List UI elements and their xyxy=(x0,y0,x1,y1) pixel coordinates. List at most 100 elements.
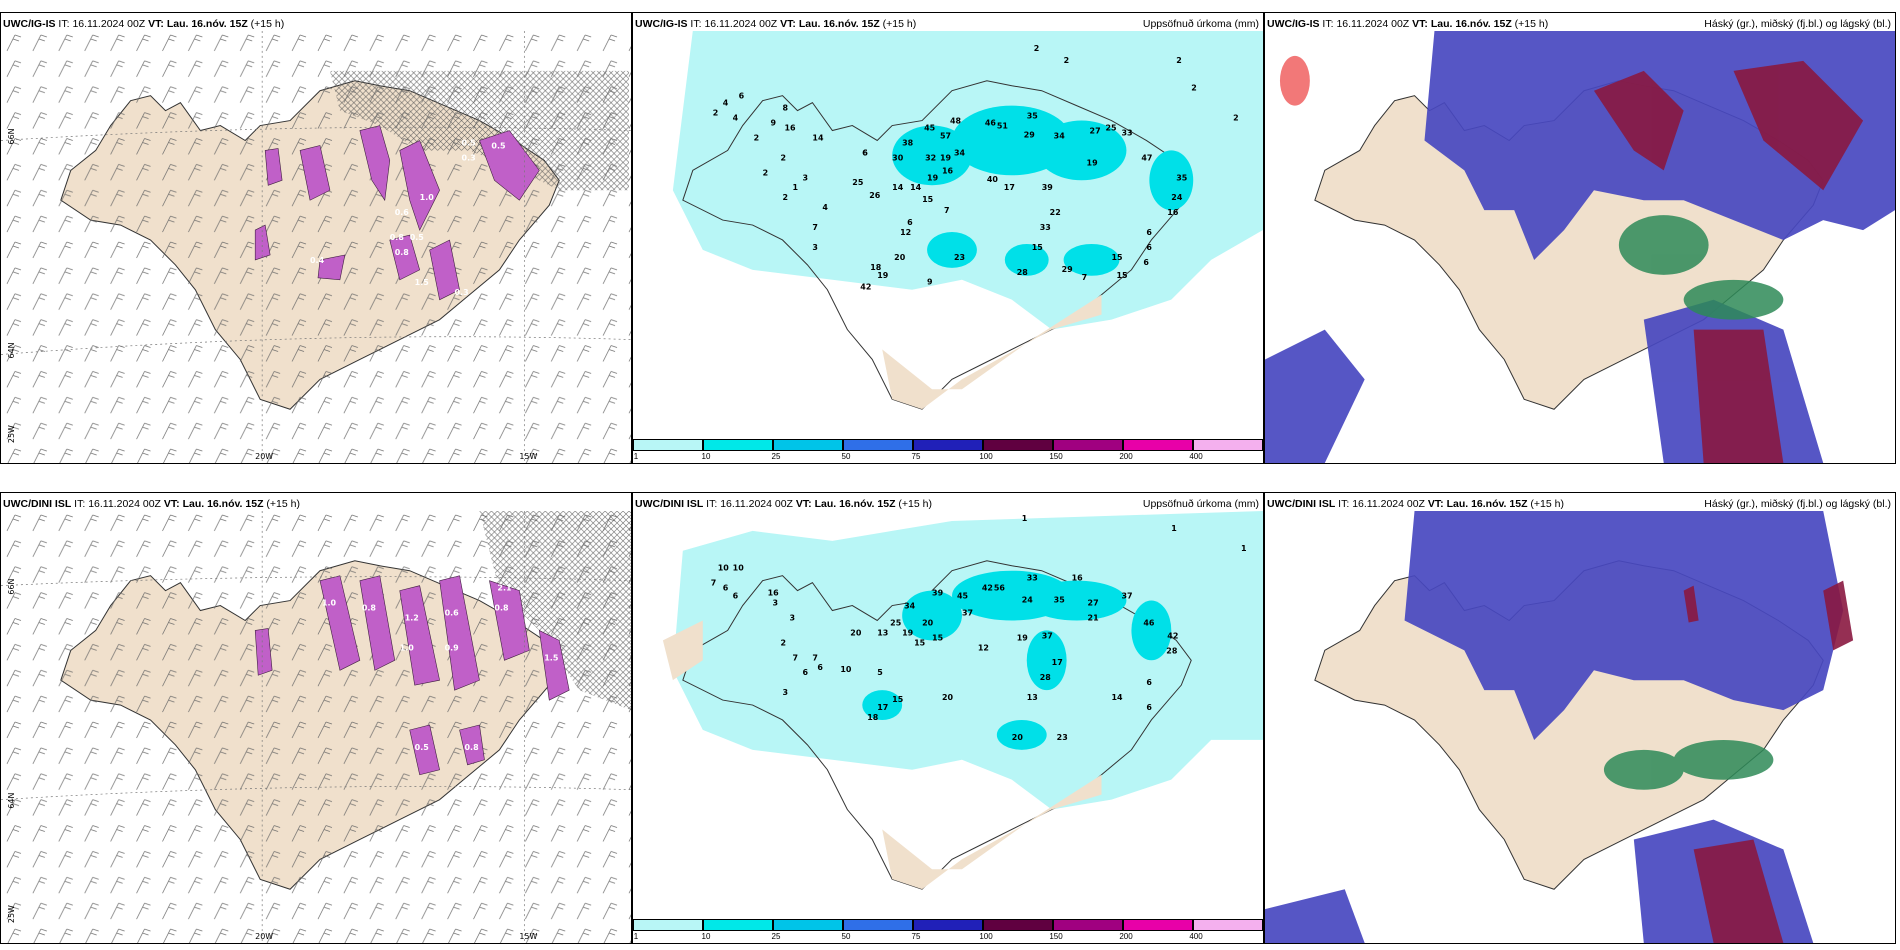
precip-value: 35 xyxy=(1054,596,1065,605)
precip-value: 6 xyxy=(907,218,913,227)
precip-value: 6 xyxy=(733,592,739,601)
valid-time: VT: Lau. 16.nóv. 15Z xyxy=(148,18,248,30)
valid-time: VT: Lau. 16.nóv. 15Z xyxy=(1412,18,1512,30)
precip-value: 2 xyxy=(781,638,787,647)
panel-precip-bottom: UWC/DINI ISL IT: 16.11.2024 00Z VT: Lau.… xyxy=(632,492,1264,944)
precip-value: 23 xyxy=(1057,733,1068,742)
precip-value: 13 xyxy=(1027,693,1038,702)
lat-label: 64N xyxy=(7,342,16,358)
precip-map-svg: 2 4 4 6 9 8 16 14 2 2 2 3 1 2 4 7 3 6 38… xyxy=(633,31,1263,437)
cbar-tick: 400 xyxy=(1189,452,1203,461)
cloud-map-svg xyxy=(1265,31,1895,463)
wind-map: 1.0 0.8 1.2 0.6 0.8 1.0 0.9 0.5 0.8 1.5 … xyxy=(1,511,631,943)
precip-value: 15 xyxy=(1116,271,1127,280)
precip-value: 45 xyxy=(924,124,935,133)
precip-value: 15 xyxy=(914,638,925,647)
wind-label: 0.8 xyxy=(465,743,480,752)
wind-label: 0.8 xyxy=(390,233,405,242)
precip-value: 16 xyxy=(1167,208,1179,217)
precip-value: 25 xyxy=(1106,124,1117,133)
panel-precip-top: UWC/IG-IS IT: 16.11.2024 00Z VT: Lau. 16… xyxy=(632,12,1264,464)
model-name: UWC/DINI ISL xyxy=(3,498,72,510)
cloud-map xyxy=(1265,31,1895,463)
cbar-tick: 25 xyxy=(771,932,781,941)
cloud-map xyxy=(1265,511,1895,943)
precip-value: 16 xyxy=(785,124,797,133)
panel-header: UWC/DINI ISL IT: 16.11.2024 00Z VT: Lau.… xyxy=(1265,495,1895,511)
cbar-tick: 400 xyxy=(1189,932,1203,941)
precip-value: 2 xyxy=(754,133,760,142)
wind-label: 0.8 xyxy=(494,604,509,613)
wind-label: 0.6 xyxy=(445,609,460,618)
precip-value: 6 xyxy=(862,148,868,157)
it-label: IT: xyxy=(58,18,70,30)
wind-label: 1.0 xyxy=(400,643,415,652)
precip-value: 6 xyxy=(739,92,745,101)
lon-label: 20W xyxy=(255,452,273,461)
cbar-swatch xyxy=(843,439,913,451)
precip-value: 27 xyxy=(1088,599,1099,608)
precip-value: 20 xyxy=(1012,733,1024,742)
precip-value: 6 xyxy=(1146,678,1152,687)
precip-value: 14 xyxy=(910,183,922,192)
cbar-swatch xyxy=(983,439,1053,451)
precip-value: 7 xyxy=(1082,273,1088,282)
precip-value: 15 xyxy=(892,695,903,704)
cbar-tick: 25 xyxy=(771,452,781,461)
lat-label: 66N xyxy=(7,579,16,595)
precip-colorbar: 1 10 25 50 75 100 150 200 400 xyxy=(633,917,1263,943)
precip-value: 34 xyxy=(904,602,916,611)
panel-wind-top: UWC/IG-IS IT: 16.11.2024 00Z VT: Lau. 16… xyxy=(0,12,632,464)
panel-title: Háský (gr.), miðský (fj.bl.) og lágský (… xyxy=(1704,498,1891,510)
precip-value: 15 xyxy=(1111,253,1122,262)
lon-label: 15W xyxy=(519,452,537,461)
precip-value: 6 xyxy=(802,668,808,677)
precip-value: 2 xyxy=(781,153,787,162)
cbar-swatch xyxy=(1053,919,1123,931)
cbar-tick: 10 xyxy=(701,932,711,941)
panel-cloud-bottom: UWC/DINI ISL IT: 16.11.2024 00Z VT: Lau.… xyxy=(1264,492,1896,944)
wind-label: 0.6 xyxy=(395,208,410,217)
it-label: IT: xyxy=(1322,18,1334,30)
cbar-tick: 10 xyxy=(701,452,711,461)
cbar-swatch xyxy=(1123,439,1193,451)
precip-value: 37 xyxy=(962,608,973,617)
lon-label: 20W xyxy=(255,932,273,941)
lead-time: (+15 h) xyxy=(1530,498,1564,510)
cbar-tick: 100 xyxy=(979,932,993,941)
precip-value: 39 xyxy=(932,589,944,598)
precip-value: 45 xyxy=(957,592,968,601)
model-name: UWC/DINI ISL xyxy=(635,498,704,510)
precip-value: 7 xyxy=(792,653,798,662)
precip-value: 33 xyxy=(1040,223,1051,232)
precip-value: 23 xyxy=(954,253,965,262)
precip-value: 4 xyxy=(822,203,828,212)
precip-value: 27 xyxy=(1090,127,1101,136)
precip-value: 6 xyxy=(1143,258,1149,267)
wind-label: 2.1 xyxy=(497,584,511,593)
precip-value: 6 xyxy=(1146,243,1152,252)
precip-value: 6 xyxy=(723,584,729,593)
wind-label: 1.0 xyxy=(420,193,435,202)
cbar-swatch xyxy=(913,439,983,451)
precip-value: 3 xyxy=(790,613,796,622)
panel-header: UWC/DINI ISL IT: 16.11.2024 00Z VT: Lau.… xyxy=(1,495,631,511)
precip-value: 22 xyxy=(1050,208,1061,217)
precip-value: 37 xyxy=(1042,631,1053,640)
precip-value: 20 xyxy=(942,693,954,702)
precip-value: 3 xyxy=(812,243,818,252)
cbar-swatch xyxy=(1053,439,1123,451)
wind-label: 0.5 xyxy=(415,743,429,752)
init-time: 16.11.2024 00Z xyxy=(1352,498,1425,510)
cbar-swatch xyxy=(703,439,773,451)
precip-value: 16 xyxy=(942,166,954,175)
precip-value: 38 xyxy=(902,138,914,147)
wind-map-svg: 0.5 0.5 0.3 0.8 0.5 1.0 0.4 0.8 0.3 0.6 … xyxy=(1,31,631,463)
cbar-tick: 75 xyxy=(911,452,921,461)
it-label: IT: xyxy=(74,498,86,510)
precip-value: 4 xyxy=(733,114,739,123)
precip-value: 19 xyxy=(1017,633,1029,642)
wind-label: 0.5 xyxy=(462,138,476,147)
wind-label: 0.3 xyxy=(462,153,476,162)
precip-value: 42 xyxy=(1167,631,1178,640)
